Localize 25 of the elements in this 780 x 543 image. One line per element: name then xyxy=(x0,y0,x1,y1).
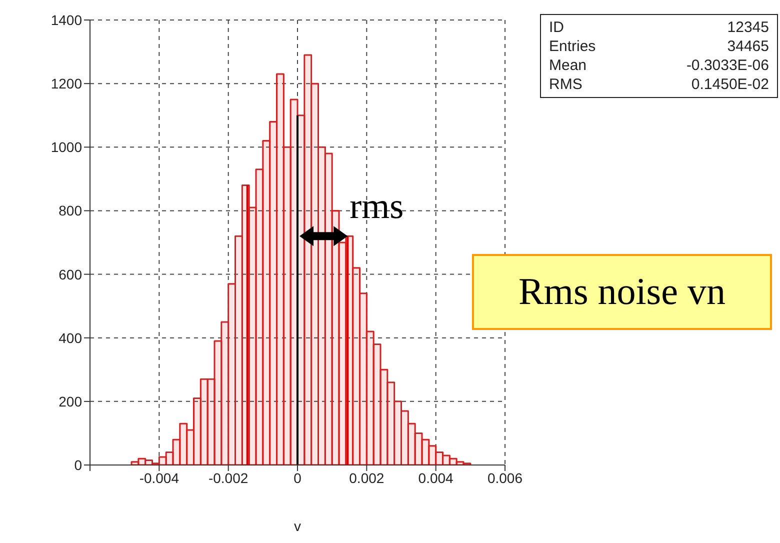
annotation: rms xyxy=(350,186,404,226)
text: 34465 xyxy=(726,38,769,55)
x-tick-label: 0.004 xyxy=(418,470,454,486)
text: Rms noise vn xyxy=(472,254,772,330)
y-tick-label: 1200 xyxy=(50,76,82,92)
x-tick-label: 0.006 xyxy=(487,470,523,486)
y-tick-label: 400 xyxy=(58,330,82,346)
y-tick-label: 0 xyxy=(74,456,82,473)
x-tick-label: 0.002 xyxy=(349,470,384,486)
text: 12345 xyxy=(726,19,769,36)
x-axis-title: v xyxy=(294,518,301,534)
y-tick-label: 1400 xyxy=(50,12,82,28)
y-tick-label: 600 xyxy=(58,266,82,282)
y-tick-label: 200 xyxy=(58,393,82,410)
text: Mean xyxy=(549,57,588,74)
x-tick-label: -0.002 xyxy=(208,470,248,486)
text: 0.1450E-02 xyxy=(690,76,769,93)
text: RMS xyxy=(549,76,584,93)
text: -0.3033E-06 xyxy=(686,57,769,74)
text: ID xyxy=(549,19,565,36)
text: Entries xyxy=(549,38,597,55)
y-tick-label: 800 xyxy=(58,202,82,219)
x-tick-label: -0.004 xyxy=(139,470,180,486)
y-tick-label: 1000 xyxy=(50,139,82,156)
x-tick-label: 0 xyxy=(294,470,302,486)
